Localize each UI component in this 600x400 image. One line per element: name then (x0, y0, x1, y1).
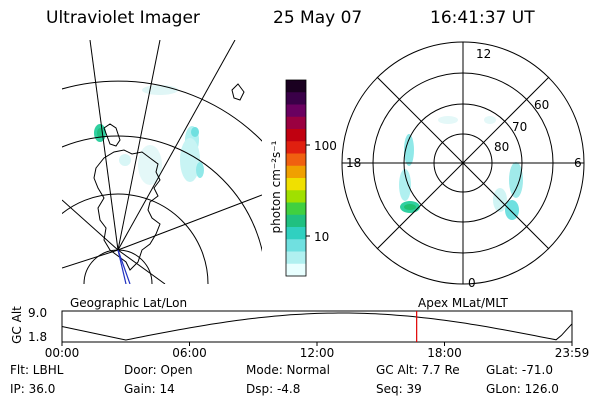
colorbar-segment (286, 153, 306, 167)
geographic-map (62, 40, 262, 284)
colorbar-segment (286, 116, 306, 130)
aurora-emission-geo (94, 85, 204, 185)
colorbar-segment (286, 178, 306, 191)
gain-status: Gain: 14 (124, 382, 175, 396)
lat-circle-4 (62, 80, 262, 142)
lat-circle-2 (62, 193, 209, 284)
lon-line-3 (117, 40, 161, 251)
mlt-label-18: 18 (346, 156, 362, 170)
lon-line-5 (62, 249, 119, 269)
strip-xtick-label: 00:00 (44, 346, 80, 360)
apex-frame-label: Apex MLat/MLT (418, 296, 508, 310)
colorbar-unit-label: photon cm⁻²s⁻¹ (269, 140, 283, 234)
geo-longitude-status: GLon: 126.0 (486, 382, 559, 396)
sat-track-1 (117, 249, 127, 284)
colorbar-segment (286, 104, 306, 118)
dsp-status: Dsp: -4.8 (246, 382, 301, 396)
time-label: 16:41:37 UT (430, 8, 535, 28)
colorbar-segment (286, 190, 306, 203)
colorbar-segment (286, 202, 306, 216)
strip-ytick-bottom: 1.8 (28, 330, 48, 344)
lon-line-2 (117, 194, 262, 251)
strip-xtick-label: 18:00 (427, 346, 462, 360)
lon-line-6 (117, 249, 166, 284)
color-bar (285, 79, 310, 277)
sequence-status: Seq: 39 (376, 382, 422, 396)
lon-line-4 (62, 199, 119, 251)
colorbar-segment (286, 141, 306, 154)
colorbar-segment (286, 239, 306, 252)
colorbar-tick-100: 100 (314, 139, 337, 153)
colorbar-tick-10: 10 (314, 230, 330, 244)
mlt-label-0: 0 (468, 276, 476, 290)
colorbar-segment (286, 263, 306, 277)
mode-status: Mode: Normal (246, 363, 330, 377)
geographic-frame-label: Geographic Lat/Lon (70, 296, 188, 310)
colorbar-segment (286, 129, 306, 142)
sat-track-2 (117, 249, 131, 284)
lat-label-60: 60 (534, 98, 550, 112)
lon-line-7 (89, 40, 119, 251)
lat-label-80: 80 (494, 140, 510, 154)
colorbar-segment (286, 214, 306, 228)
filter-status: Flt: LBHL (10, 363, 64, 377)
colorbar-segment (286, 92, 306, 105)
polar-plot (341, 41, 585, 285)
ip-status: IP: 36.0 (10, 382, 56, 396)
coastline-island (231, 83, 245, 101)
lat-label-70: 70 (512, 120, 528, 134)
strip-xtick-label: 23:59 (554, 346, 590, 360)
colorbar-segment (286, 80, 306, 93)
strip-ytick-top: 9.0 (28, 306, 48, 320)
instrument-title: Ultraviolet Imager (46, 8, 200, 28)
altitude-strip-chart (61, 310, 573, 346)
colorbar-segment (286, 165, 306, 179)
lon-line-1 (117, 40, 236, 251)
date-label: 25 May 07 (273, 8, 363, 28)
strip-xtick-label: 12:00 (299, 346, 335, 360)
colorbar-segment (286, 251, 306, 265)
mlt-label-6: 6 (574, 156, 582, 170)
mlt-label-12: 12 (476, 47, 492, 61)
coastline-peninsula (103, 123, 121, 147)
geo-latitude-status: GLat: -71.0 (486, 363, 553, 377)
strip-ylabel: GC Alt (10, 306, 24, 344)
strip-xtick-label: 06:00 (172, 346, 207, 360)
gc-altitude-status: GC Alt: 7.7 Re (376, 363, 460, 377)
altitude-curve (61, 312, 573, 341)
mlt-line-diag-2 (376, 76, 550, 250)
door-status: Door: Open (124, 363, 193, 377)
lat-circle-3 (62, 135, 262, 253)
coastline (93, 149, 161, 271)
colorbar-segment (286, 227, 306, 240)
